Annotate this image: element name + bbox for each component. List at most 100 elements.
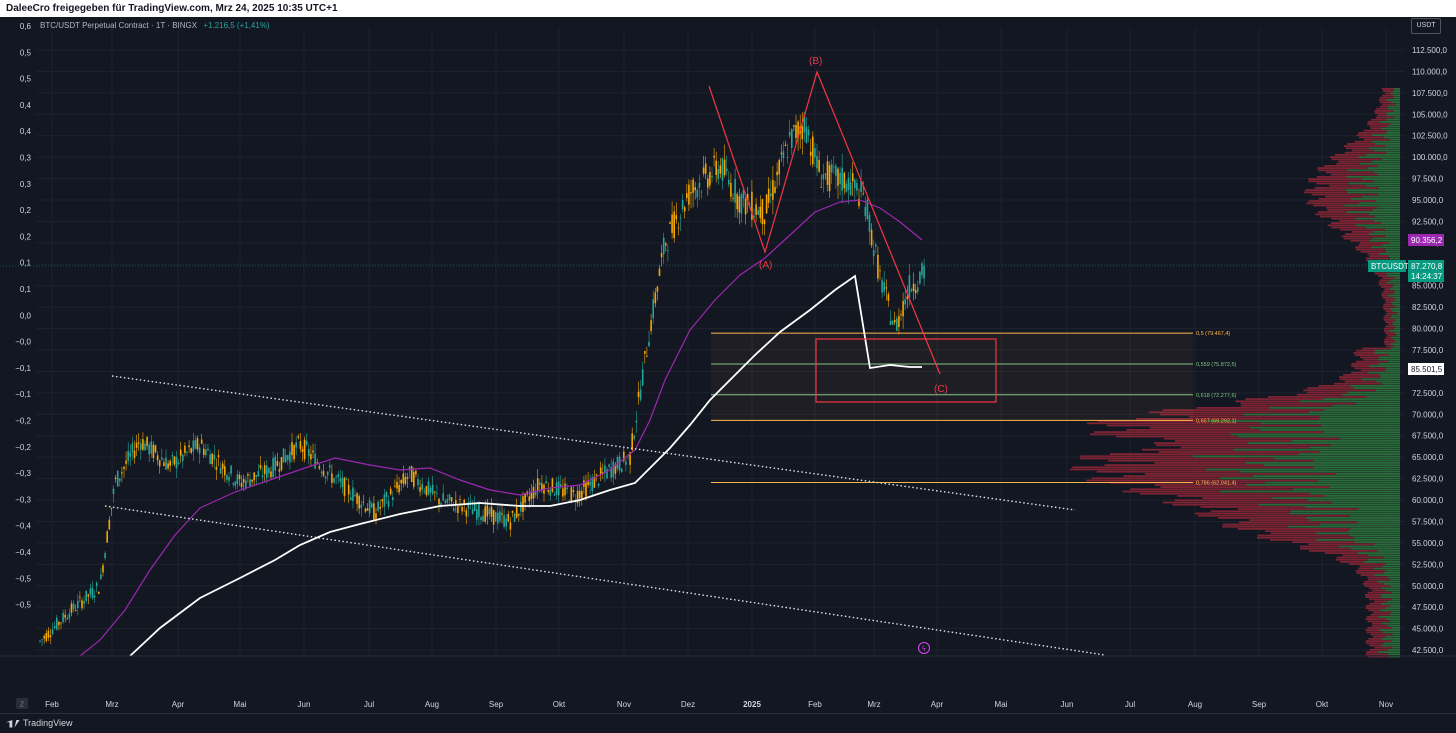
time-axis-tick: Jun	[298, 700, 311, 709]
left-axis-tick: 0,3	[20, 180, 32, 189]
time-axis-tick: Aug	[1188, 700, 1202, 709]
right-axis-tick: 50.000,0	[1412, 582, 1444, 591]
time-axis[interactable]	[0, 696, 1456, 713]
tradingview-logo-icon	[6, 719, 20, 728]
left-axis-tick: 0,3	[20, 154, 32, 163]
price-change: +1.216,5 (+1,41%)	[203, 21, 270, 30]
fib-level-label: 0,786 (62.041,4)	[1196, 481, 1237, 487]
left-axis-tick: −0,5	[15, 601, 31, 610]
time-axis-tick: Nov	[617, 700, 631, 709]
time-axis-labels: Z Feb Mrz Apr Mai Jun Jul Aug Sep Okt Nov Dez 2025 Fe…	[16, 698, 1393, 709]
time-axis-tick: Okt	[553, 700, 566, 709]
left-axis-tick: −0,1	[15, 390, 31, 399]
left-axis-tick: −0,3	[15, 469, 31, 478]
brand-name: TradingView	[23, 718, 73, 728]
right-axis-tick: 82.500,0	[1412, 303, 1444, 312]
right-axis-tick: 110.000,0	[1412, 67, 1448, 76]
time-axis-tick: Mrz	[867, 700, 880, 709]
left-axis-tick: −0,5	[15, 574, 31, 583]
right-axis-tick: 100.000,0	[1412, 153, 1448, 162]
right-axis-tick: 42.500,0	[1412, 646, 1444, 655]
right-axis-tick: 105.000,0	[1412, 110, 1448, 119]
events-icon-glyph: ϟ	[922, 645, 927, 653]
last-price-tag	[1408, 260, 1444, 272]
left-axis-tick: 0,4	[20, 127, 32, 136]
time-axis-tick: Dez	[681, 700, 695, 709]
channel-lower-line[interactable]	[104, 505, 1106, 656]
time-axis-tick: Mrz	[105, 700, 118, 709]
time-axis-tick: Feb	[45, 700, 59, 709]
time-axis-tick: Jul	[364, 700, 374, 709]
price-tags: 90.356,2 BTCUSDT.P87.270,814:24:37 85.501,…	[0, 234, 1444, 375]
moving-average-fast	[79, 199, 923, 657]
right-axis-tick: 107.500,0	[1412, 89, 1448, 98]
chart-legend: BTC/USDT Perpetual Contract · 1T · BINGX…	[40, 21, 270, 30]
right-axis-tick: 77.500,0	[1412, 346, 1444, 355]
fib-level-label: 0,667 (69.292,1)	[1196, 418, 1237, 424]
time-axis-tick: Feb	[808, 700, 822, 709]
wave-label-a: (A)	[759, 260, 772, 271]
left-axis-tick: −0,0	[15, 338, 31, 347]
time-axis-tick: Sep	[489, 700, 504, 709]
left-axis-tick: 0,1	[20, 259, 32, 268]
time-axis-tick: Nov	[1379, 700, 1393, 709]
moving-average-slow	[129, 274, 922, 657]
time-axis-tick: Apr	[931, 700, 944, 709]
left-axis-tick: 0,5	[20, 48, 32, 57]
symbol-tag-text: BTCUSDT.P	[1371, 262, 1415, 271]
left-axis-tick: −0,1	[15, 364, 31, 373]
events-icon[interactable]	[918, 642, 930, 654]
target-box[interactable]	[815, 338, 997, 403]
time-axis-tick: Sep	[1252, 700, 1267, 709]
ma200-value-tag	[1408, 363, 1444, 375]
zoom-button[interactable]	[16, 698, 28, 709]
wave-path[interactable]	[708, 70, 941, 375]
currency-button[interactable]: USDT	[1411, 18, 1441, 34]
zoom-label: Z	[20, 702, 25, 709]
left-axis-tick: 0,1	[20, 285, 32, 294]
ma-value-tag	[1408, 234, 1444, 246]
abc-wave-drawing[interactable]: (A) (B) (C)	[708, 56, 997, 403]
time-axis-tick: Aug	[425, 700, 439, 709]
wave-label-c: (C)	[934, 384, 948, 395]
fib-level-label: 0,5 (79.467,4)	[1196, 331, 1230, 337]
time-axis-tick: 2025	[743, 700, 761, 709]
left-axis-tick: 0,6	[20, 22, 32, 31]
right-axis-tick: 60.000,0	[1412, 496, 1444, 505]
right-axis-tick: 57.500,0	[1412, 517, 1444, 526]
left-axis-tick: −0,4	[15, 522, 31, 531]
right-axis-tick: 97.500,0	[1412, 175, 1444, 184]
right-axis-tick: 85.000,0	[1412, 282, 1444, 291]
right-axis-tick: 112.500,0	[1412, 46, 1448, 55]
left-price-axis[interactable]: 0,6 0,5 0,5 0,4 0,4 0,3 0,3 0,2 0,2 0,1 0,1 0,0 −0,0…	[15, 22, 31, 610]
left-axis-tick: 0,4	[20, 101, 32, 110]
time-axis-tick: Okt	[1316, 700, 1329, 709]
time-axis-tick: Apr	[172, 700, 185, 709]
footer-bar: TradingView	[0, 713, 1456, 733]
right-axis-tick: 45.000,0	[1412, 625, 1444, 634]
trend-channel[interactable]	[104, 375, 1106, 656]
right-axis-tick: 95.000,0	[1412, 196, 1444, 205]
price-chart[interactable]: 0,5 (79.467,4) 0,559 (75.872,5) 0,618 (72.…	[0, 17, 1456, 732]
right-axis-tick: 92.500,0	[1412, 217, 1444, 226]
symbol-title: BTC/USDT Perpetual Contract · 1T · BINGX	[40, 21, 198, 30]
left-axis-tick: 0,2	[20, 206, 32, 215]
left-axis-tick: 0,5	[20, 75, 32, 84]
left-axis-tick: 0,0	[20, 311, 32, 320]
left-axis-tick: −0,2	[15, 443, 31, 452]
right-axis-tick: 62.500,0	[1412, 475, 1444, 484]
attribution-text: DaleeCro freigegeben für TradingView.com…	[6, 3, 338, 14]
tradingview-logo[interactable]: TradingView	[6, 714, 73, 733]
ma200-value-tag-text: 85.501,5	[1411, 365, 1443, 374]
countdown-tag-text: 14:24:37	[1411, 272, 1443, 281]
right-axis-tick: 72.500,0	[1412, 389, 1444, 398]
fib-retracement[interactable]: 0,5 (79.467,4) 0,559 (75.872,5) 0,618 (72.…	[711, 331, 1237, 487]
volume-profile	[1070, 88, 1400, 658]
fib-level-label: 0,618 (72.277,6)	[1196, 393, 1237, 399]
attribution-bar: DaleeCro freigegeben für TradingView.com…	[0, 0, 1456, 17]
right-price-axis[interactable]: 112.500,0 110.000,0 107.500,0 105.000,0 102.…	[1412, 46, 1448, 655]
left-axis-tick: −0,2	[15, 417, 31, 426]
ma-value-tag-text: 90.356,2	[1411, 236, 1443, 245]
right-axis-tick: 47.500,0	[1412, 603, 1444, 612]
right-axis-tick: 70.000,0	[1412, 410, 1444, 419]
